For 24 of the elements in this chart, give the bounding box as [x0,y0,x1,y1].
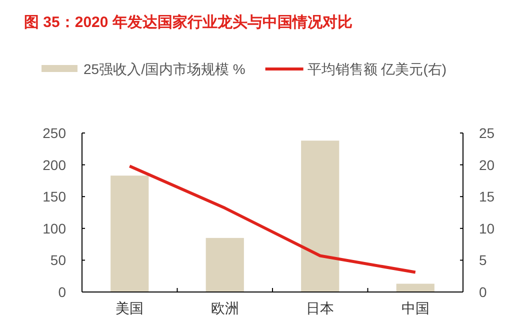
line-series [128,164,417,274]
y-tick-label: 50 [50,252,66,268]
y-tick-label: 0 [58,284,66,300]
y2-tick-label: 0 [479,284,487,300]
y-tick-label: 200 [42,156,66,173]
x-tick-label: 日本 [306,300,334,316]
legend-label: 25强收入/国内市场规模 % [84,61,246,77]
y2-tick-label: 10 [479,220,495,236]
x-tick-label: 欧洲 [210,300,239,316]
y2-tick-label: 15 [479,188,495,205]
y-tick-label: 100 [42,220,66,236]
bar [396,284,434,292]
x-tick-label: 美国 [116,300,144,316]
y2-tick-label: 20 [479,156,495,173]
y-tick-label: 250 [42,125,66,141]
chart-title: 图 35：2020 年发达国家行业龙头与中国情况对比 [24,13,352,31]
y-tick-label: 150 [42,188,66,205]
x-tick-label: 中国 [401,300,430,316]
bar [206,238,244,292]
legend-label: 平均销售额 亿美元(右) [307,61,447,77]
bar [110,176,149,292]
y2-tick-label: 5 [479,252,487,268]
bar [301,140,340,292]
y2-tick-label: 25 [479,125,495,141]
